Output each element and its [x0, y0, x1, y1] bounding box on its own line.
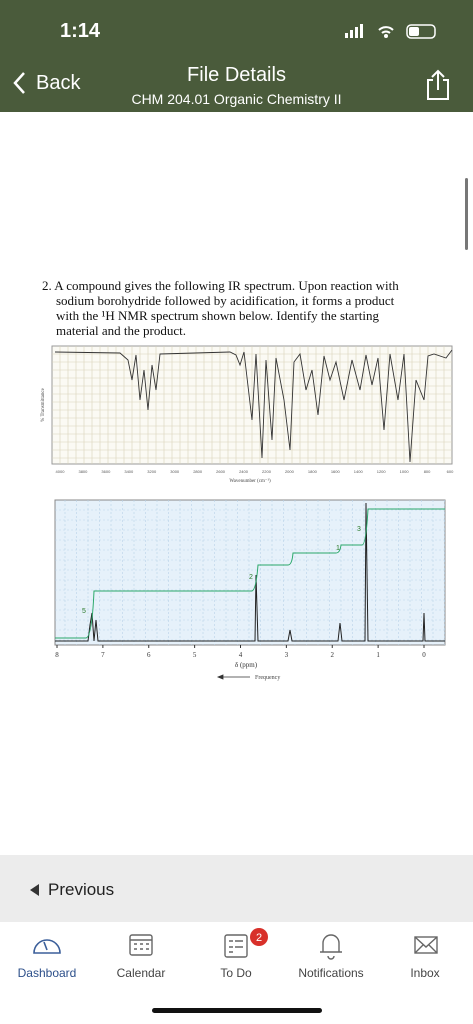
ir-trace [54, 349, 453, 463]
pager: Previous [0, 855, 473, 922]
header-title: File Details [187, 64, 286, 86]
home-indicator [152, 1008, 322, 1013]
notifications-icon[interactable] [320, 934, 342, 960]
frequency-arrow [216, 674, 250, 680]
todo-badge-bg [250, 928, 268, 946]
ir-x-label: Wavenumber (cm⁻¹) [229, 478, 271, 484]
tab-label[interactable]: Dashboard [17, 966, 77, 980]
question: 2. A compound gives the following IR spe… [42, 278, 399, 338]
ir-tick-label: 3400 [124, 469, 134, 474]
ir-tick-label: 2000 [285, 469, 295, 474]
nmr-tick-label: 3 [285, 651, 289, 659]
ir-tick-label: 4000 [56, 469, 66, 474]
ir-tick-label: 3800 [78, 469, 88, 474]
question-line: with the ¹H NMR spectrum shown below. Id… [56, 308, 379, 323]
calendar-icon[interactable] [129, 934, 153, 956]
ir-tick-label: 1200 [377, 469, 387, 474]
back-button[interactable]: Back [36, 72, 81, 94]
integration-label: 3 [357, 526, 361, 533]
header-bar: 1:14 Back File Details CHM 204.01 Organi… [0, 0, 473, 112]
ir-spectrum: % Transmittance Wavenumber (cm⁻¹) 4000 38… [41, 345, 454, 484]
nmr-integral [55, 508, 445, 639]
ir-tick-label: 800 [424, 469, 431, 474]
ir-tick-label: 1000 [400, 469, 410, 474]
previous-button[interactable]: Previous [48, 880, 115, 899]
nmr-tick-label: 7 [101, 651, 105, 659]
ir-tick-label: 1600 [331, 469, 341, 474]
integration-label: 2 [249, 574, 253, 581]
ir-tick-label: 2400 [239, 469, 249, 474]
ir-tick-label: 2800 [193, 469, 203, 474]
question-line: sodium borohydride followed by acidifica… [56, 293, 395, 308]
ir-tick-label: 1400 [354, 469, 364, 474]
ir-y-label: % Transmittance [41, 387, 46, 422]
question-line: 2. A compound gives the following IR spe… [42, 278, 399, 293]
ir-tick-label: 2600 [216, 469, 226, 474]
nmr-tick-label: 2 [331, 651, 335, 659]
nmr-tick-label: 1 [376, 651, 380, 659]
todo-badge: 2 [256, 932, 262, 944]
nmr-trace [55, 502, 445, 642]
question-line: material and the product. [56, 323, 186, 338]
status-time: 1:14 [60, 20, 101, 42]
tab-label[interactable]: Notifications [298, 966, 364, 980]
ir-tick-label: 3200 [147, 469, 157, 474]
scrollbar [465, 178, 468, 250]
tab-label[interactable]: Calendar [116, 966, 166, 980]
ir-tick-label: 3600 [101, 469, 111, 474]
nmr-plot-area [54, 499, 446, 646]
nmr-tick-label: 0 [422, 651, 426, 659]
ir-tick-label: 1800 [308, 469, 318, 474]
status-icons [345, 24, 436, 39]
nmr-x-label: δ (ppm) [235, 661, 258, 669]
nmr-tick-label: 5 [193, 651, 197, 659]
share-button[interactable] [424, 68, 452, 102]
nmr-tick-label: 4 [239, 651, 243, 659]
inbox-icon[interactable] [414, 936, 438, 954]
ir-tick-label: 600 [447, 469, 454, 474]
header-subtitle: CHM 204.01 Organic Chemistry II [131, 91, 342, 107]
nmr-spectrum: 5 2 1 3 δ (ppm) Frequency 8 7 6 5 4 3 2 1 0 [54, 499, 446, 681]
tab-icons: 2 [33, 928, 438, 960]
nmr-tick-label: 8 [55, 651, 59, 659]
previous-arrow[interactable] [30, 884, 40, 896]
back-chevron[interactable] [10, 70, 30, 96]
tab-label[interactable]: Inbox [410, 966, 440, 980]
todo-icon[interactable] [224, 934, 248, 958]
integration-label: 5 [82, 608, 86, 615]
ir-tick-label: 2200 [262, 469, 272, 474]
frequency-label: Frequency [255, 675, 280, 681]
tab-label[interactable]: To Do [220, 966, 252, 980]
integration-label: 1 [336, 545, 340, 552]
ir-tick-label: 3000 [170, 469, 180, 474]
nmr-tick-label: 6 [147, 651, 151, 659]
dashboard-icon[interactable] [33, 939, 61, 954]
